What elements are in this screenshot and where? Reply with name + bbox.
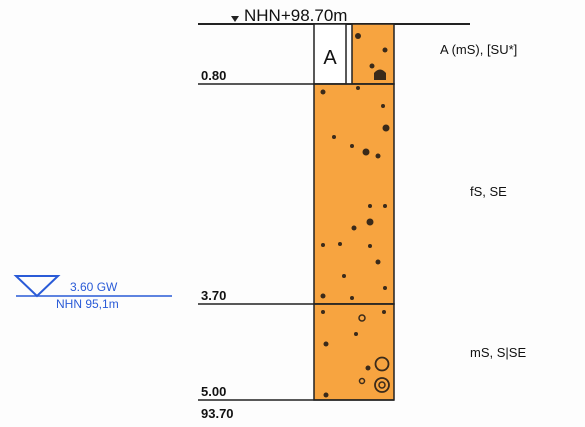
surface-marker-icon (231, 16, 239, 22)
layer-a-organic-symbol (374, 69, 386, 80)
layer-a-code: A (323, 47, 337, 69)
layer-2-dots (320, 86, 390, 300)
layer-description: mS, S|SE (470, 345, 526, 360)
bottom-elevation-label: 93.70 (201, 406, 234, 421)
layer-3-dots (321, 310, 386, 398)
layer-3-fill (313, 303, 395, 401)
groundwater-triangle-icon (13, 275, 61, 298)
groundwater-depth-label: 3.60 GW (70, 280, 118, 294)
groundwater-elevation-label: NHN 95,1m (56, 297, 119, 311)
depth-label: 3.70 (201, 288, 226, 303)
depth-label: 5.00 (201, 384, 226, 399)
depth-label: 0.80 (201, 68, 226, 83)
layer-3-gravel-symbols (358, 314, 390, 393)
layer-description: fS, SE (470, 184, 507, 199)
layer-description: A (mS), [SU*] (440, 42, 517, 57)
layer-a-dots (355, 33, 388, 69)
layer-a-fill (351, 23, 395, 85)
layer-2-fill (313, 83, 395, 305)
surface-elevation-label: NHN+98.70m (244, 6, 347, 25)
